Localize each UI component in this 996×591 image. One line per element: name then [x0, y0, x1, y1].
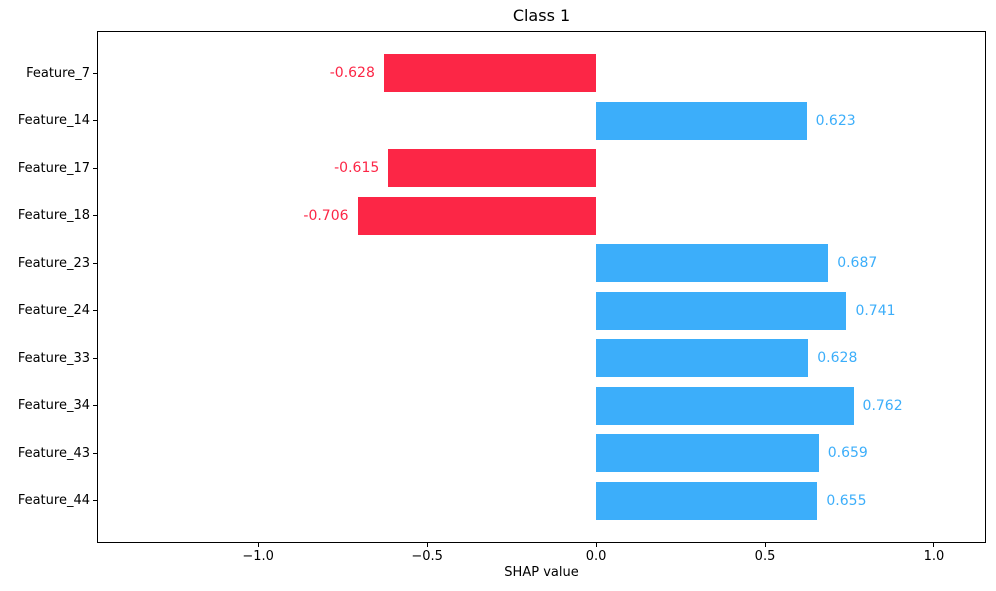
bar-Feature_23: [596, 244, 829, 283]
y-tick-mark-Feature_23: [93, 262, 97, 264]
bar-value-label-Feature_7: -0.628: [329, 65, 375, 82]
y-tick-mark-Feature_44: [93, 500, 97, 502]
bar-value-label-Feature_44: 0.655: [826, 492, 867, 509]
y-tick-mark-Feature_7: [93, 72, 97, 74]
y-tick-label-Feature_33: Feature_33: [17, 350, 90, 366]
bar-value-label-Feature_23: 0.687: [837, 255, 878, 272]
bar-value-label-Feature_14: 0.623: [815, 112, 856, 129]
y-tick-mark-Feature_14: [93, 120, 97, 122]
bar-Feature_44: [596, 481, 818, 520]
y-tick-mark-Feature_33: [93, 357, 97, 359]
y-tick-label-Feature_7: Feature_7: [26, 65, 90, 81]
x-tick-label-0.5: 0.5: [754, 549, 776, 564]
y-tick-mark-Feature_17: [93, 167, 97, 169]
bar-Feature_14: [596, 101, 807, 140]
bar-Feature_34: [596, 386, 854, 425]
bar-value-label-Feature_33: 0.628: [817, 350, 858, 367]
plot-area: [97, 31, 986, 543]
x-tick-mark-−1.0: [257, 543, 259, 547]
y-tick-mark-Feature_24: [93, 310, 97, 312]
x-axis-label: SHAP value: [504, 565, 579, 580]
y-tick-mark-Feature_43: [93, 452, 97, 454]
y-tick-label-Feature_43: Feature_43: [17, 445, 90, 461]
bar-value-label-Feature_18: -0.706: [303, 207, 349, 224]
x-tick-mark-1.0: [933, 543, 935, 547]
y-tick-label-Feature_18: Feature_18: [17, 208, 90, 224]
bar-Feature_7: [383, 54, 597, 93]
y-tick-label-Feature_24: Feature_24: [17, 303, 90, 319]
x-tick-mark-0.0: [595, 543, 597, 547]
y-tick-label-Feature_34: Feature_34: [17, 398, 90, 414]
chart-title: Class 1: [512, 6, 571, 25]
bar-Feature_33: [596, 339, 809, 378]
bar-Feature_17: [388, 149, 597, 188]
x-tick-label-−0.5: −0.5: [411, 549, 443, 564]
bar-value-label-Feature_43: 0.659: [827, 445, 868, 462]
x-tick-label-−1.0: −1.0: [242, 549, 274, 564]
y-tick-label-Feature_44: Feature_44: [17, 493, 90, 509]
bar-value-label-Feature_17: -0.615: [334, 160, 380, 177]
x-tick-mark-0.5: [764, 543, 766, 547]
bar-Feature_18: [357, 196, 597, 235]
bar-Feature_43: [596, 434, 819, 473]
bar-value-label-Feature_24: 0.741: [855, 302, 896, 319]
y-tick-label-Feature_17: Feature_17: [17, 160, 90, 176]
y-tick-label-Feature_14: Feature_14: [17, 113, 90, 129]
y-tick-mark-Feature_18: [93, 215, 97, 217]
x-tick-mark-−0.5: [426, 543, 428, 547]
y-tick-mark-Feature_34: [93, 405, 97, 407]
bar-Feature_24: [596, 291, 847, 330]
x-tick-label-0.0: 0.0: [585, 549, 607, 564]
bar-value-label-Feature_34: 0.762: [862, 397, 903, 414]
x-tick-label-1.0: 1.0: [923, 549, 945, 564]
y-tick-label-Feature_23: Feature_23: [17, 255, 90, 271]
